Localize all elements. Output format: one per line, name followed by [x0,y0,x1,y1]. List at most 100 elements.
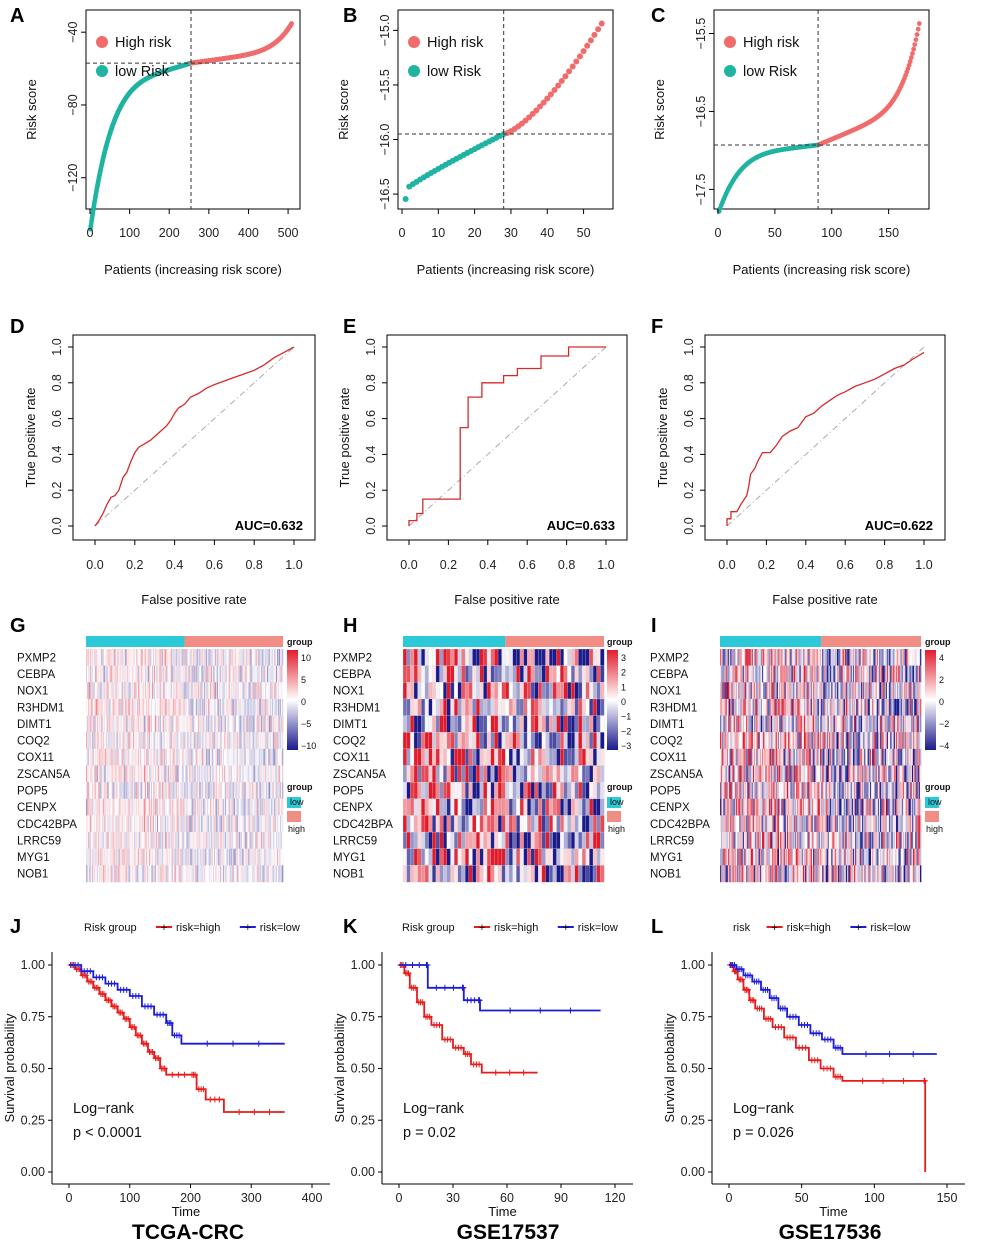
heatmap-cell [159,649,162,666]
color-scale-bar [607,650,618,750]
heatmap-cell [549,815,554,833]
heatmap-cell [277,649,279,666]
heatmap-cell [461,865,466,883]
heatmap-cell [530,815,536,833]
heatmap-cell [168,649,171,666]
heatmap-cell [486,748,492,766]
heatmap-cell [516,648,521,666]
heatmap-cell [252,649,254,666]
heatmap-cell [486,781,492,800]
heatmap-cell [574,831,579,850]
heatmap-cell [142,649,144,666]
heatmap-cell [538,682,543,700]
plot-frame [85,9,301,210]
heatmap-cell [169,649,172,666]
heatmap-cell [505,682,510,700]
y-tick-label: 0.0 [364,517,378,534]
heatmap-cell [417,732,422,750]
heatmap-cell [424,865,430,883]
heatmap-cell [508,865,514,883]
legend-high-dot [96,36,108,48]
heatmap-cell [475,848,481,866]
heatmap-cell [170,649,173,666]
x-tick-label: 0.8 [876,558,893,572]
heatmap-cell [600,732,605,750]
gene-label: MYG1 [333,852,366,864]
scale-title: group [287,637,313,647]
heatmap-cell [454,831,459,850]
heatmap-cell [541,665,547,683]
heatmap-cell [516,698,521,716]
heatmap-cell [600,848,605,866]
heatmap-cell [138,649,140,666]
heatmap-cell [472,665,477,683]
heatmap-cell [545,765,550,783]
heatmap-cell [545,682,550,700]
heatmap-cell [578,732,583,750]
heatmap-cell [108,665,110,683]
heatmap-cell [574,781,579,800]
heatmap-cell [512,748,517,766]
heatmap-cell [94,649,97,666]
heatmap-cell [461,815,466,833]
heatmap-cell [541,648,547,666]
heatmap-cell [523,665,528,683]
point-high [584,42,591,49]
x-axis-title: False positive rate [454,592,560,607]
heatmap-cell [534,732,539,750]
y-tick-label: −15.0 [378,15,392,47]
heatmap-cell [402,665,408,683]
heatmap-cell [501,815,506,833]
heatmap-cell [250,649,252,666]
point-high [566,68,573,75]
heatmap-cell [120,649,122,666]
heatmap-cell [560,665,565,683]
heatmap-cell [541,698,547,716]
x-tick-label: 40 [540,226,554,240]
heatmap-cell [160,649,163,666]
heatmap-cell [161,649,164,666]
heatmap-cell [556,831,561,850]
heatmap-cell [413,665,419,683]
diagonal-reference [726,346,925,527]
heatmap-cell [560,682,565,700]
gene-label: NOB1 [17,869,48,881]
heatmap-panel-h: HPXMP2CEBPANOX1R3HDM1DIMT1COQ2COX11ZSCAN… [333,615,633,883]
point-high [591,31,598,38]
heatmap-cell [402,648,408,666]
heatmap-cell [446,798,452,816]
heatmap-cell [585,665,590,683]
heatmap-cell [454,748,459,766]
heatmap-cell [919,649,922,666]
gene-label: COQ2 [17,736,50,748]
gene-label: MYG1 [17,852,50,864]
heatmap-cell [563,748,568,766]
legend-low-label: low Risk [427,64,482,80]
x-axis-title: Patients (increasing risk score) [417,262,595,277]
heatmap-cell [99,665,102,683]
heatmap-cell [494,732,499,750]
heatmap-cell [519,848,525,866]
heatmap-cell [176,649,178,666]
heatmap-cell [457,648,462,666]
heatmap-cell [585,648,590,666]
heatmap-cell [549,831,554,850]
heatmap-cell [512,682,517,700]
heatmap-cell [468,748,473,766]
heatmap-cell [450,732,455,750]
heatmap-cell [501,781,506,800]
heatmap-cell [574,648,579,666]
x-tick-label: 0.2 [758,558,775,572]
heatmap-cell [131,649,133,666]
heatmap-cell [581,831,587,850]
heatmap-cell [585,815,590,833]
point-high [913,37,919,43]
heatmap-cell [402,732,408,750]
heatmap-cell [218,649,221,666]
heatmap-cell [461,748,466,766]
heatmap-cell [552,781,557,800]
heatmap-cell [490,748,495,766]
heatmap-cell [253,649,255,666]
heatmap-cell [494,715,499,733]
heatmap-cell [519,781,525,800]
